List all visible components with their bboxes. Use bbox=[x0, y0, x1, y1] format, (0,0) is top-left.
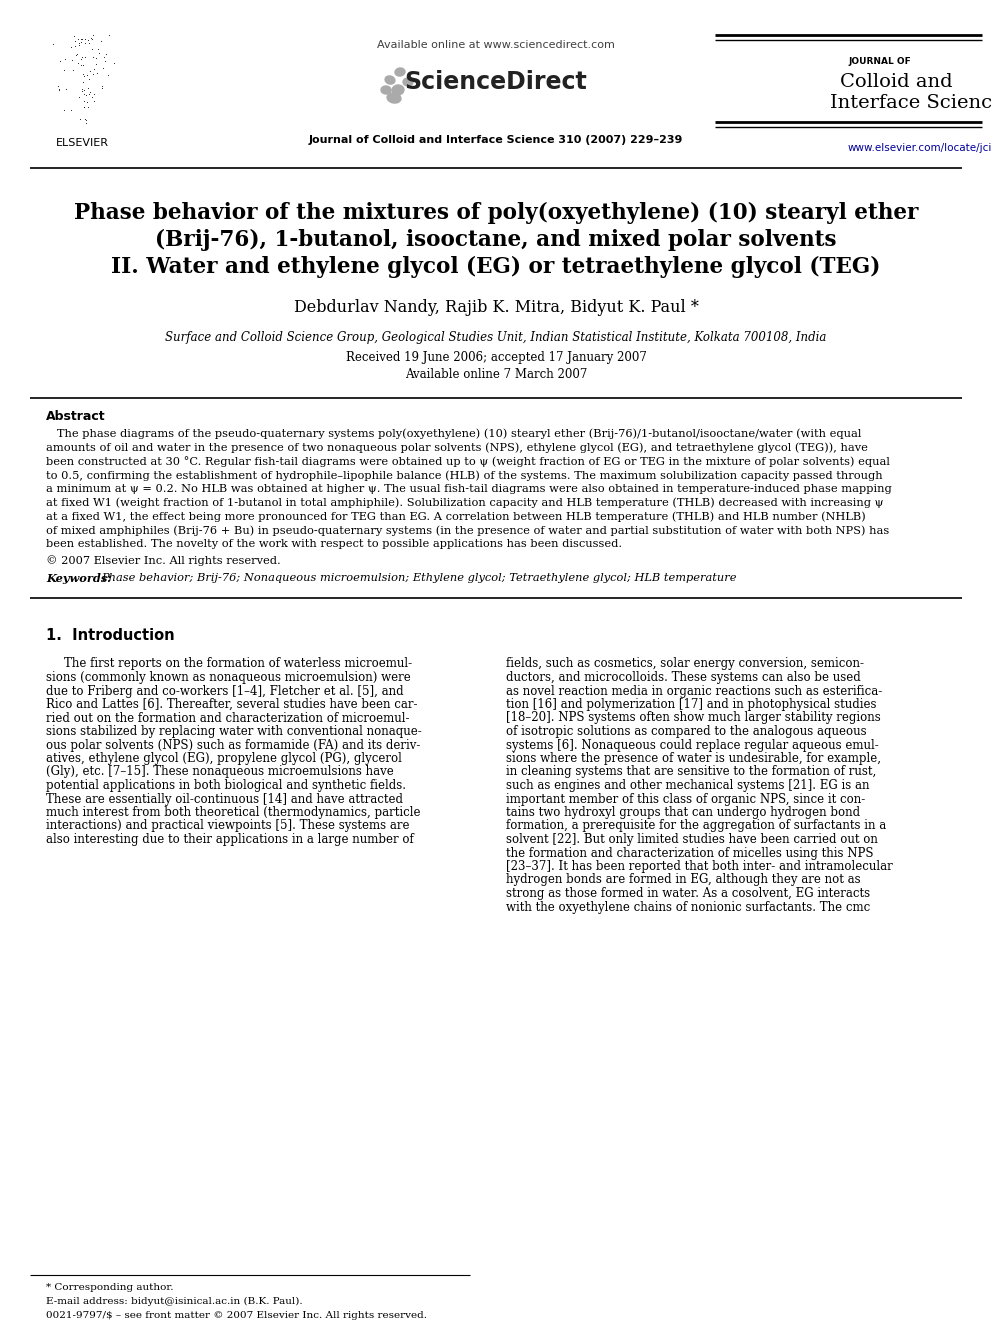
Text: sions stabilized by replacing water with conventional nonaque-: sions stabilized by replacing water with… bbox=[46, 725, 422, 738]
Text: formation, a prerequisite for the aggregation of surfactants in a: formation, a prerequisite for the aggreg… bbox=[506, 819, 886, 832]
Ellipse shape bbox=[403, 78, 413, 86]
Text: ductors, and microcolloids. These systems can also be used: ductors, and microcolloids. These system… bbox=[506, 671, 861, 684]
Text: (Gly), etc. [7–15]. These nonaqueous microemulsions have: (Gly), etc. [7–15]. These nonaqueous mic… bbox=[46, 766, 394, 778]
Text: The first reports on the formation of waterless microemul-: The first reports on the formation of wa… bbox=[64, 658, 412, 671]
Text: www.elsevier.com/locate/jcis: www.elsevier.com/locate/jcis bbox=[848, 143, 992, 153]
Text: to 0.5, confirming the establishment of hydrophile–lipophile balance (HLB) of th: to 0.5, confirming the establishment of … bbox=[46, 470, 883, 480]
Text: Received 19 June 2006; accepted 17 January 2007: Received 19 June 2006; accepted 17 Janua… bbox=[345, 352, 647, 365]
Text: at fixed W1 (weight fraction of 1-butanol in total amphiphile). Solubilization c: at fixed W1 (weight fraction of 1-butano… bbox=[46, 497, 884, 508]
Text: ous polar solvents (NPS) such as formamide (FA) and its deriv-: ous polar solvents (NPS) such as formami… bbox=[46, 738, 421, 751]
Text: systems [6]. Nonaqueous could replace regular aqueous emul-: systems [6]. Nonaqueous could replace re… bbox=[506, 738, 879, 751]
Text: hydrogen bonds are formed in EG, although they are not as: hydrogen bonds are formed in EG, althoug… bbox=[506, 873, 861, 886]
Ellipse shape bbox=[392, 85, 404, 95]
Text: atives, ethylene glycol (EG), propylene glycol (PG), glycerol: atives, ethylene glycol (EG), propylene … bbox=[46, 751, 402, 765]
Ellipse shape bbox=[395, 67, 405, 75]
Text: Available online 7 March 2007: Available online 7 March 2007 bbox=[405, 369, 587, 381]
Text: ScienceDirect: ScienceDirect bbox=[405, 70, 587, 94]
Text: These are essentially oil-continuous [14] and have attracted: These are essentially oil-continuous [14… bbox=[46, 792, 403, 806]
Text: sions where the presence of water is undesirable, for example,: sions where the presence of water is und… bbox=[506, 751, 881, 765]
Text: Phase behavior; Brij-76; Nonaqueous microemulsion; Ethylene glycol; Tetraethylen: Phase behavior; Brij-76; Nonaqueous micr… bbox=[101, 573, 736, 583]
Text: much interest from both theoretical (thermodynamics, particle: much interest from both theoretical (the… bbox=[46, 806, 421, 819]
Text: The phase diagrams of the pseudo-quaternary systems poly(oxyethylene) (10) stear: The phase diagrams of the pseudo-quatern… bbox=[46, 429, 861, 439]
Text: 1.  Introduction: 1. Introduction bbox=[46, 628, 175, 643]
Text: solvent [22]. But only limited studies have been carried out on: solvent [22]. But only limited studies h… bbox=[506, 833, 878, 845]
Text: * Corresponding author.: * Corresponding author. bbox=[46, 1282, 174, 1291]
Text: fields, such as cosmetics, solar energy conversion, semicon-: fields, such as cosmetics, solar energy … bbox=[506, 658, 864, 671]
Text: been established. The novelty of the work with respect to possible applications : been established. The novelty of the wor… bbox=[46, 540, 622, 549]
Text: tion [16] and polymerization [17] and in photophysical studies: tion [16] and polymerization [17] and in… bbox=[506, 699, 877, 710]
Text: of mixed amphiphiles (Brij-76 + Bu) in pseudo-quaternary systems (in the presenc: of mixed amphiphiles (Brij-76 + Bu) in p… bbox=[46, 525, 889, 536]
Text: sions (commonly known as nonaqueous microemulsion) were: sions (commonly known as nonaqueous micr… bbox=[46, 671, 411, 684]
Text: [18–20]. NPS systems often show much larger stability regions: [18–20]. NPS systems often show much lar… bbox=[506, 712, 881, 725]
Text: as novel reaction media in organic reactions such as esterifica-: as novel reaction media in organic react… bbox=[506, 684, 882, 697]
Text: Debdurlav Nandy, Rajib K. Mitra, Bidyut K. Paul *: Debdurlav Nandy, Rajib K. Mitra, Bidyut … bbox=[294, 299, 698, 316]
Text: in cleaning systems that are sensitive to the formation of rust,: in cleaning systems that are sensitive t… bbox=[506, 766, 876, 778]
Text: potential applications in both biological and synthetic fields.: potential applications in both biologica… bbox=[46, 779, 406, 792]
Text: E-mail address: bidyut@isinical.ac.in (B.K. Paul).: E-mail address: bidyut@isinical.ac.in (B… bbox=[46, 1297, 303, 1306]
Text: Keywords:: Keywords: bbox=[46, 573, 111, 583]
Text: such as engines and other mechanical systems [21]. EG is an: such as engines and other mechanical sys… bbox=[506, 779, 870, 792]
Text: at a fixed W1, the effect being more pronounced for TEG than EG. A correlation b: at a fixed W1, the effect being more pro… bbox=[46, 512, 866, 523]
Text: © 2007 Elsevier Inc. All rights reserved.: © 2007 Elsevier Inc. All rights reserved… bbox=[46, 554, 281, 566]
Text: the formation and characterization of micelles using this NPS: the formation and characterization of mi… bbox=[506, 847, 874, 860]
Text: (Brij-76), 1-butanol, isooctane, and mixed polar solvents: (Brij-76), 1-butanol, isooctane, and mix… bbox=[156, 229, 836, 251]
Text: ELSEVIER: ELSEVIER bbox=[56, 138, 108, 148]
Ellipse shape bbox=[387, 93, 401, 103]
Text: Rico and Lattes [6]. Thereafter, several studies have been car-: Rico and Lattes [6]. Thereafter, several… bbox=[46, 699, 418, 710]
Text: Surface and Colloid Science Group, Geological Studies Unit, Indian Statistical I: Surface and Colloid Science Group, Geolo… bbox=[166, 332, 826, 344]
Text: important member of this class of organic NPS, since it con-: important member of this class of organi… bbox=[506, 792, 865, 806]
Text: Phase behavior of the mixtures of poly(oxyethylene) (10) stearyl ether: Phase behavior of the mixtures of poly(o… bbox=[73, 202, 919, 224]
Text: [23–37]. It has been reported that both inter- and intramolecular: [23–37]. It has been reported that both … bbox=[506, 860, 893, 873]
Text: Available online at www.sciencedirect.com: Available online at www.sciencedirect.co… bbox=[377, 40, 615, 50]
Text: Colloid and: Colloid and bbox=[840, 73, 952, 91]
Text: tains two hydroxyl groups that can undergo hydrogen bond: tains two hydroxyl groups that can under… bbox=[506, 806, 860, 819]
Text: strong as those formed in water. As a cosolvent, EG interacts: strong as those formed in water. As a co… bbox=[506, 886, 870, 900]
Text: 0021-9797/$ – see front matter © 2007 Elsevier Inc. All rights reserved.: 0021-9797/$ – see front matter © 2007 El… bbox=[46, 1311, 427, 1319]
Text: with the oxyethylene chains of nonionic surfactants. The cmc: with the oxyethylene chains of nonionic … bbox=[506, 901, 870, 913]
Text: amounts of oil and water in the presence of two nonaqueous polar solvents (NPS),: amounts of oil and water in the presence… bbox=[46, 442, 868, 452]
Text: Abstract: Abstract bbox=[46, 410, 105, 423]
Text: Interface Science: Interface Science bbox=[830, 94, 992, 112]
Text: interactions) and practical viewpoints [5]. These systems are: interactions) and practical viewpoints [… bbox=[46, 819, 410, 832]
Text: ried out on the formation and characterization of microemul-: ried out on the formation and characteri… bbox=[46, 712, 410, 725]
Text: also interesting due to their applications in a large number of: also interesting due to their applicatio… bbox=[46, 833, 414, 845]
Text: due to Friberg and co-workers [1–4], Fletcher et al. [5], and: due to Friberg and co-workers [1–4], Fle… bbox=[46, 684, 404, 697]
Text: of isotropic solutions as compared to the analogous aqueous: of isotropic solutions as compared to th… bbox=[506, 725, 867, 738]
Text: JOURNAL OF: JOURNAL OF bbox=[848, 57, 911, 66]
Text: Journal of Colloid and Interface Science 310 (2007) 229–239: Journal of Colloid and Interface Science… bbox=[309, 135, 683, 146]
Text: II. Water and ethylene glycol (EG) or tetraethylene glycol (TEG): II. Water and ethylene glycol (EG) or te… bbox=[111, 255, 881, 278]
Text: been constructed at 30 °C. Regular fish-tail diagrams were obtained up to ψ (wei: been constructed at 30 °C. Regular fish-… bbox=[46, 456, 890, 467]
Ellipse shape bbox=[385, 75, 395, 85]
Ellipse shape bbox=[381, 86, 391, 94]
Text: a minimum at ψ = 0.2. No HLB was obtained at higher ψ. The usual fish-tail diagr: a minimum at ψ = 0.2. No HLB was obtaine… bbox=[46, 484, 892, 495]
